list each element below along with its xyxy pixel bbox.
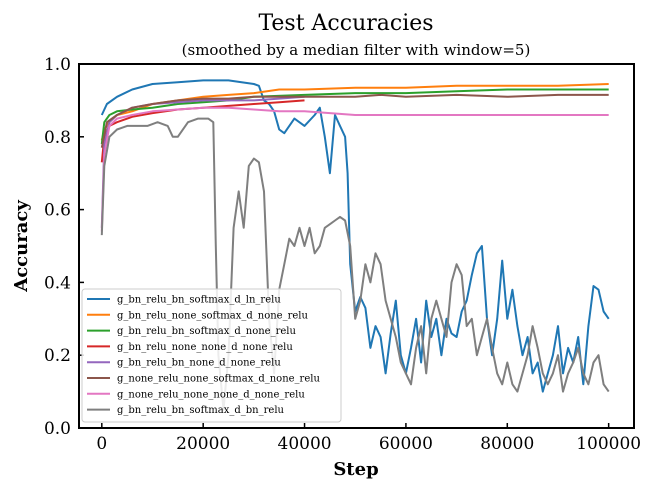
y-tick-label: 0.2 <box>44 346 71 366</box>
y-tick-label: 0.4 <box>44 273 71 293</box>
series-line-6 <box>100 106 609 232</box>
chart-subtitle: (smoothed by a median filter with window… <box>182 41 531 59</box>
x-tick-label: 0 <box>96 434 107 454</box>
x-tick-label: 100000 <box>576 434 641 454</box>
x-axis-label: Step <box>333 459 378 480</box>
legend-entry-label: g_bn_relu_bn_none_d_none_relu <box>117 358 281 369</box>
series-line-0 <box>100 79 610 393</box>
y-tick-label: 0.8 <box>44 128 71 148</box>
x-axis-ticks: 0 20000 40000 60000 80000 100000 <box>96 423 641 454</box>
y-axis-ticks: 0.0 0.2 0.4 0.6 0.8 1.0 <box>44 55 84 439</box>
x-tick-label: 20000 <box>176 434 230 454</box>
plot-lines <box>100 79 610 411</box>
legend-box <box>81 288 342 423</box>
chart-title: Test Accuracies <box>258 11 433 36</box>
legend: g_bn_relu_bn_softmax_d_ln_relu g_bn_relu_… <box>81 288 342 423</box>
y-tick-label: 0.0 <box>44 419 71 439</box>
series-line-5 <box>100 93 609 148</box>
legend-entry-label: g_bn_relu_bn_softmax_d_bn_relu <box>117 405 285 416</box>
x-tick-label: 80000 <box>480 434 534 454</box>
plot-frame <box>78 63 635 429</box>
legend-entry-label: g_bn_relu_none_none_d_none_relu <box>117 342 293 353</box>
x-tick-label: 60000 <box>379 434 433 454</box>
legend-entry-label: g_bn_relu_bn_softmax_d_ln_relu <box>117 295 281 306</box>
x-tick-label: 40000 <box>278 434 332 454</box>
legend-entry-label: g_none_relu_none_softmax_d_none_relu <box>117 374 320 385</box>
y-tick-label: 0.6 <box>44 201 71 221</box>
legend-entry-label: g_bn_relu_bn_softmax_d_none_relu <box>117 326 296 337</box>
legend-entry-label: g_none_relu_none_none_d_none_relu <box>117 389 305 400</box>
y-axis-label: Accuracy <box>11 200 32 293</box>
y-tick-label: 1.0 <box>44 55 71 75</box>
legend-entry-label: g_bn_relu_none_softmax_d_none_relu <box>117 310 308 321</box>
